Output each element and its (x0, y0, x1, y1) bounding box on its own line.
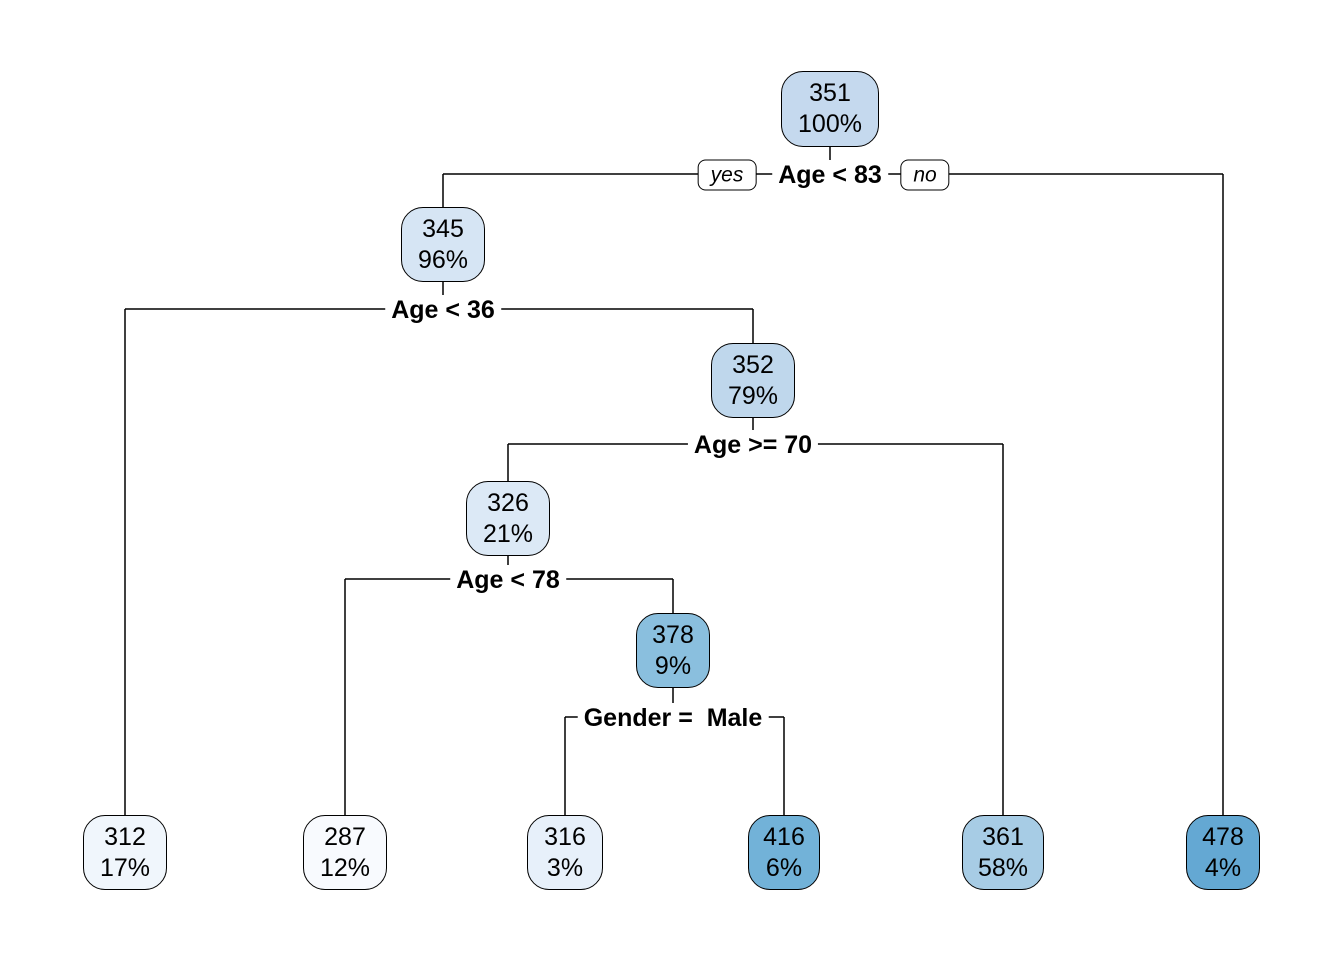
tree-leaf-316: 316 3% (527, 815, 603, 890)
split-label-age-78: Age < 78 (450, 565, 566, 595)
split-label-age-70: Age >= 70 (687, 430, 819, 460)
node-value: 351 (809, 79, 851, 107)
node-percent: 100% (798, 110, 862, 138)
edge-root-split (442, 147, 1224, 815)
tree-leaf-416: 416 6% (748, 815, 820, 890)
node-percent: 9% (654, 651, 692, 680)
tree-node-326: 326 21% (466, 481, 550, 556)
node-value: 352 (732, 350, 774, 379)
split-label-age-36: Age < 36 (385, 295, 501, 325)
tree-node-root: 351 100% (781, 71, 879, 147)
edge-age70-split (507, 418, 1004, 815)
node-value: 478 (1202, 822, 1244, 851)
node-value: 416 (763, 822, 805, 851)
node-percent: 3% (546, 853, 584, 882)
yes-branch-badge: yes (697, 159, 757, 191)
node-value: 361 (982, 822, 1024, 851)
node-percent: 58% (977, 853, 1029, 882)
node-value: 378 (652, 620, 694, 649)
tree-leaf-478: 478 4% (1186, 815, 1260, 890)
tree-node-345: 345 96% (401, 207, 485, 282)
tree-leaf-287: 287 12% (303, 815, 387, 890)
node-value: 345 (422, 214, 464, 243)
node-value: 287 (324, 822, 366, 851)
node-percent: 4% (1204, 853, 1242, 882)
node-percent: 6% (765, 853, 803, 882)
node-value: 312 (104, 822, 146, 851)
node-value: 326 (487, 488, 529, 517)
tree-node-352: 352 79% (711, 343, 795, 418)
node-percent: 17% (99, 853, 151, 882)
tree-leaf-361: 361 58% (962, 815, 1044, 890)
edge-age36-split (124, 282, 754, 815)
split-label-age-83: Age < 83 (772, 160, 888, 190)
tree-node-378: 378 9% (636, 613, 710, 688)
node-percent: 21% (482, 519, 534, 548)
node-percent: 96% (417, 245, 469, 274)
split-label-gender-male: Gender = Male (577, 703, 769, 733)
node-percent: 12% (319, 853, 371, 882)
tree-leaf-312: 312 17% (83, 815, 167, 890)
no-branch-badge: no (900, 159, 950, 191)
node-value: 316 (544, 822, 586, 851)
node-percent: 79% (727, 381, 779, 410)
